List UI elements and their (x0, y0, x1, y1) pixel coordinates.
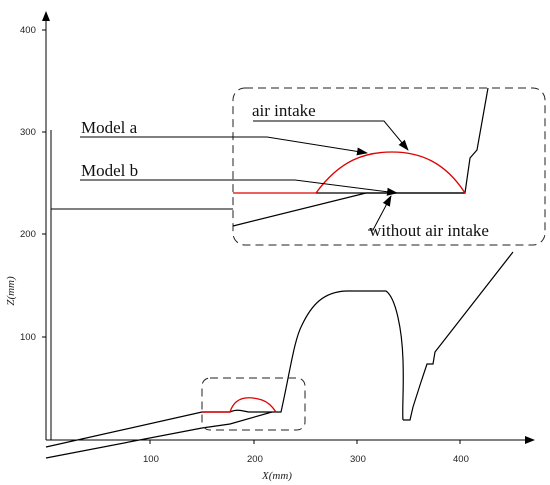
x-tick-label-200: 200 (247, 454, 263, 465)
model-a-leader (80, 136, 368, 156)
enlarged-body-line (232, 87, 489, 227)
z-axis-title: Z(mm) (5, 276, 17, 306)
detail-box-large (232, 87, 546, 246)
body-top-profile (45, 290, 404, 448)
z-ticks (42, 29, 46, 338)
body-bottom-profile (45, 411, 273, 459)
x-tick-label-400: 400 (453, 454, 469, 465)
air-intake-label: air intake (252, 101, 316, 120)
z-tick-label-200: 200 (20, 229, 36, 240)
air-intake-leader (253, 120, 409, 151)
model-b-label: Model b (81, 161, 138, 180)
z-tick-label-400: 400 (20, 25, 36, 36)
z-tick-label-300: 300 (20, 127, 36, 138)
x-tick-label-300: 300 (350, 454, 366, 465)
x-tick-label-100: 100 (143, 454, 159, 465)
z-tick-label-100: 100 (20, 332, 36, 343)
detail-box-small (201, 377, 306, 431)
enlarged-air-intake-bump (315, 151, 466, 194)
without-air-intake-label: without air intake (369, 221, 489, 240)
x-ticks (149, 440, 461, 444)
model-a-label: Model a (81, 118, 138, 137)
rear-profile (403, 251, 514, 421)
air-intake-bump-small (202, 397, 277, 413)
model-b-leader (80, 179, 398, 196)
without-air-intake-leader (368, 195, 392, 231)
x-axis-title: X(mm) (261, 470, 292, 482)
